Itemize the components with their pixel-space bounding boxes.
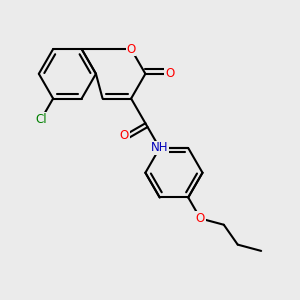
- Text: NH: NH: [151, 142, 168, 154]
- Text: O: O: [196, 212, 205, 225]
- Text: Cl: Cl: [35, 113, 47, 126]
- Text: O: O: [120, 129, 129, 142]
- Text: O: O: [127, 43, 136, 56]
- Text: O: O: [165, 67, 174, 80]
